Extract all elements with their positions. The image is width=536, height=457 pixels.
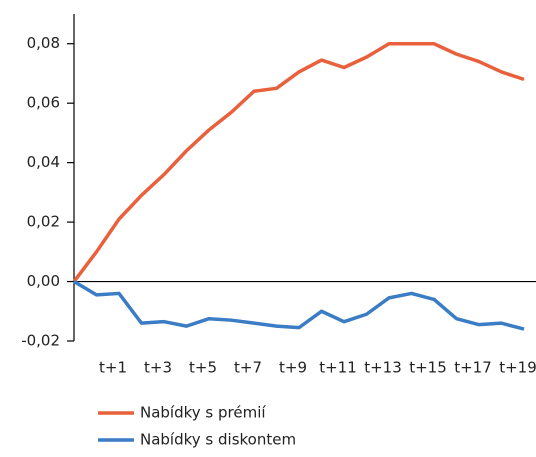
y-tick-label: 0,08 — [27, 34, 60, 52]
x-tick-label: t+5 — [189, 359, 217, 377]
y-tick-label: 0,02 — [27, 213, 60, 231]
series-line — [72, 41, 525, 283]
x-tick-label: t+1 — [99, 359, 127, 377]
legend-label: Nabídky s prémií — [140, 404, 266, 422]
x-tick-label: t+15 — [409, 359, 447, 377]
y-tick-label: -0,02 — [21, 332, 60, 350]
x-tick-label: t+7 — [234, 359, 262, 377]
x-tick-label: t+19 — [499, 359, 536, 377]
y-tick-label: 0,04 — [27, 153, 60, 171]
x-tick-label: t+9 — [279, 359, 307, 377]
y-tick-label: 0,00 — [27, 272, 60, 290]
x-tick-label: t+11 — [319, 359, 357, 377]
y-tick-label: 0,06 — [27, 94, 60, 112]
series-line — [73, 280, 525, 331]
x-tick-label: t+17 — [454, 359, 492, 377]
legend-label: Nabídky s diskontem — [140, 431, 296, 449]
x-tick-label: t+3 — [144, 359, 172, 377]
x-tick-label: t+13 — [364, 359, 402, 377]
